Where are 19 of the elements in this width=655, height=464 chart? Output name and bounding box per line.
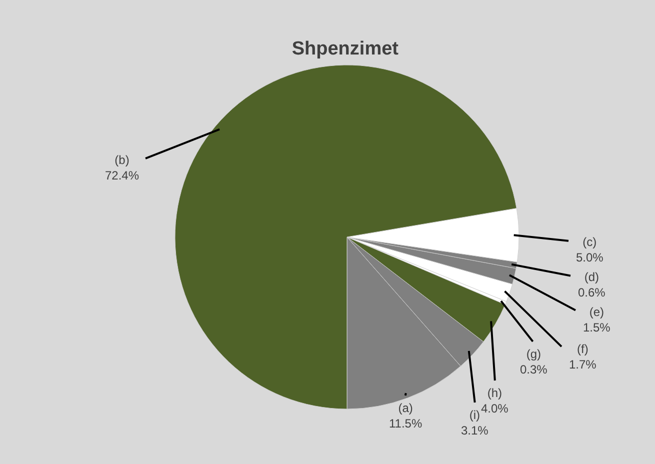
slice-label: (i) [469,408,480,422]
slice-label: (f) [577,342,588,356]
data-label: 72.4% [105,168,140,183]
data-label: 0.6% [578,286,606,300]
slice-label: (d) [584,270,600,284]
data-label: 5.0% [576,250,604,265]
slice-label: (c) [582,235,597,249]
slice-label: (g) [526,347,542,361]
data-label: 3.1% [461,424,489,438]
slice-label: (b) [114,153,130,167]
slice-label: (h) [487,386,502,400]
slice-label: (e) [589,305,604,319]
data-label: 1.7% [569,358,597,372]
data-label: 1.5% [583,320,611,335]
data-label: 11.5% [389,416,422,431]
data-label: 4.0% [481,402,509,416]
slice-label: (a) [398,401,413,415]
chart-title: Shpenzimet [292,38,400,60]
data-label: 0.3% [520,362,548,377]
